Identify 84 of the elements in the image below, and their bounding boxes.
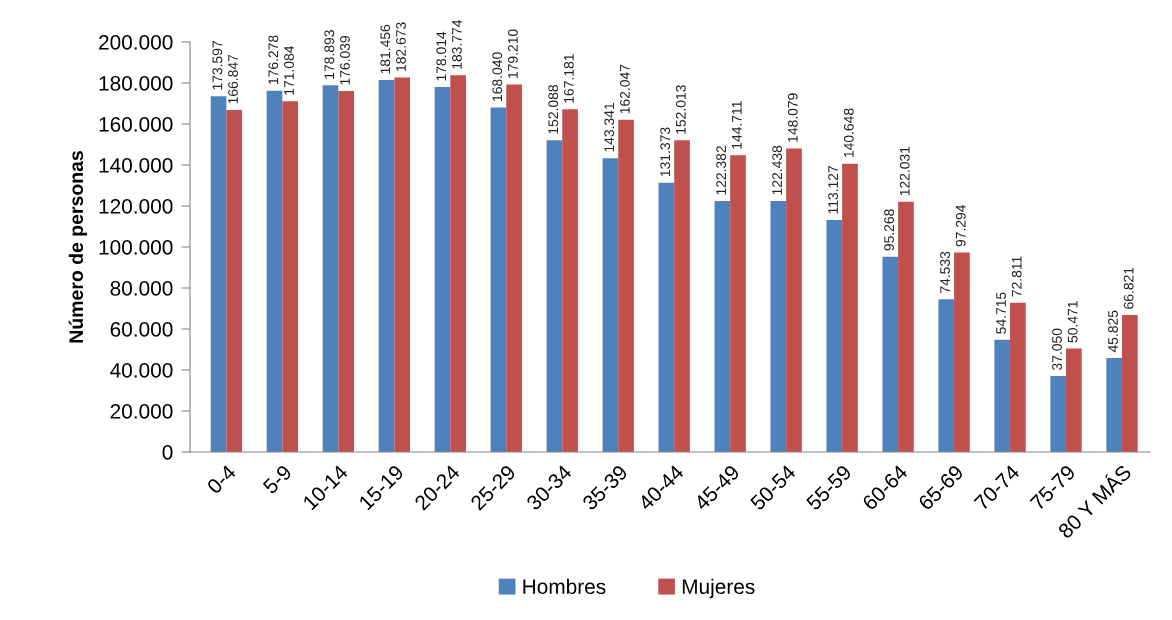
bar (1066, 348, 1082, 452)
bar (266, 90, 283, 452)
y-tick-label: 20.000 (110, 404, 173, 419)
data-label: 74.533 (940, 251, 950, 293)
y-tick-label: 0 (162, 445, 173, 460)
data-label: 181.456 (380, 24, 391, 74)
y-tick-label: 160.000 (99, 117, 173, 132)
bar (434, 87, 451, 452)
bar (882, 256, 899, 452)
bar (842, 163, 858, 452)
bar (730, 155, 746, 452)
y-tick-label: 200.000 (99, 35, 173, 50)
y-tick-label: 60.000 (110, 322, 173, 337)
bar (658, 182, 675, 452)
data-label: 178.014 (436, 31, 447, 81)
data-label: 182.673 (396, 22, 406, 71)
bar (602, 158, 619, 452)
y-tick-label: 100.000 (99, 240, 173, 255)
data-label: 166.847 (228, 54, 238, 104)
data-label: 140.648 (843, 108, 854, 158)
bar (506, 84, 522, 452)
data-label: 131.373 (660, 127, 671, 177)
bar (394, 77, 410, 452)
data-label: 183.774 (452, 19, 462, 69)
y-tick-label: 140.000 (99, 158, 173, 173)
data-label: 122.382 (716, 146, 727, 195)
bar (1050, 376, 1067, 452)
y-tick-label: 80.000 (110, 281, 173, 296)
bar (826, 220, 843, 452)
bar (210, 96, 227, 452)
data-label: 179.210 (508, 29, 518, 78)
data-label: 97.294 (955, 204, 966, 247)
data-label: 66.821 (1123, 267, 1134, 309)
data-label: 72.811 (1011, 256, 1022, 297)
data-label: 122.031 (899, 146, 910, 196)
y-tick-label: 120.000 (99, 199, 173, 214)
bar (714, 201, 731, 452)
bar (954, 252, 970, 452)
data-label: 173.597 (212, 41, 223, 90)
legend-label: Mujeres (682, 578, 755, 599)
bar (1122, 315, 1138, 452)
bar (618, 119, 634, 452)
bar (562, 109, 578, 452)
data-label: 45.825 (1108, 310, 1118, 353)
data-label: 50.471 (1067, 301, 1078, 343)
data-label: 113.127 (828, 166, 839, 214)
bar (770, 201, 787, 452)
data-label: 167.181 (563, 54, 574, 103)
bar (1010, 302, 1026, 452)
data-label: 162.047 (619, 64, 630, 114)
bar (938, 299, 955, 452)
data-label: 37.050 (1052, 328, 1062, 370)
bar (898, 201, 914, 452)
bar (378, 80, 395, 452)
data-label: 152.013 (675, 85, 686, 134)
data-label: 144.711 (732, 101, 742, 149)
bar (450, 75, 466, 452)
bar (546, 140, 563, 452)
bar (490, 107, 507, 452)
bar (338, 91, 355, 452)
x-tick-label: 0-4 (206, 463, 237, 495)
x-tick-label: 5-9 (262, 464, 293, 495)
y-axis-title: Número de personas (68, 151, 87, 343)
data-label: 178.893 (324, 30, 335, 79)
data-label: 143.341 (604, 103, 615, 152)
data-label: 148.079 (787, 93, 798, 142)
data-label: 95.268 (884, 209, 894, 251)
data-label: 54.715 (996, 292, 1006, 334)
data-label: 122.438 (772, 145, 783, 195)
bar (282, 101, 299, 452)
bar (994, 339, 1011, 452)
data-label: 176.278 (268, 35, 279, 85)
bar (674, 140, 690, 452)
bar (322, 85, 339, 452)
y-tick-label: 180.000 (99, 76, 173, 91)
bar (226, 109, 243, 452)
bar (1106, 358, 1123, 452)
data-label: 171.084 (284, 45, 294, 95)
data-label: 168.040 (492, 52, 503, 101)
data-label: 152.088 (548, 85, 559, 134)
data-label: 176.039 (340, 36, 350, 85)
legend-label: Hombres (523, 578, 606, 595)
y-tick-label: 40.000 (110, 363, 173, 378)
bar (786, 148, 802, 452)
